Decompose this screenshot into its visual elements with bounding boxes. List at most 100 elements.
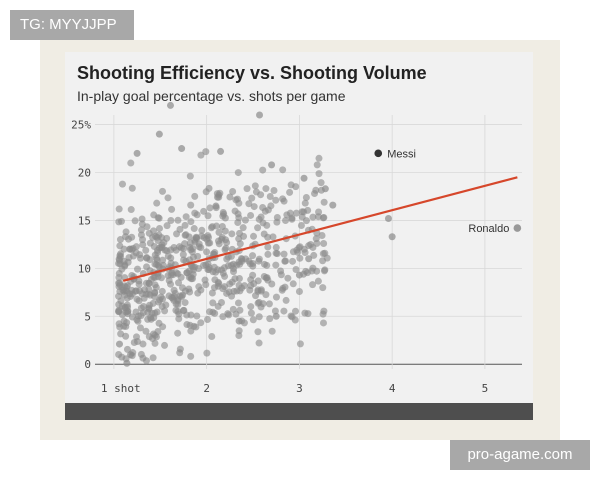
data-point [208, 223, 216, 231]
data-point [263, 221, 271, 229]
data-point [249, 262, 257, 270]
data-point [241, 216, 249, 224]
data-point [254, 224, 262, 232]
data-point [126, 245, 134, 253]
data-point [195, 264, 203, 272]
data-point [161, 341, 169, 349]
data-point [175, 279, 183, 287]
data-point [212, 268, 220, 276]
data-point [314, 277, 322, 285]
data-point [277, 271, 285, 279]
data-point [317, 179, 325, 187]
data-point [214, 237, 222, 245]
data-point [123, 359, 131, 367]
data-point [279, 195, 287, 203]
data-point [183, 321, 191, 329]
data-point [263, 261, 271, 269]
data-point [235, 317, 243, 325]
data-point [204, 239, 212, 247]
data-point [296, 254, 304, 262]
data-point [149, 354, 157, 362]
data-point [234, 299, 242, 307]
data-point [139, 241, 147, 249]
data-point [323, 254, 331, 262]
data-point [214, 282, 222, 290]
data-point [315, 154, 323, 162]
data-point [217, 147, 225, 155]
data-point [150, 227, 158, 235]
data-point [167, 280, 175, 288]
data-point [255, 298, 263, 306]
data-point [305, 255, 313, 263]
data-point [255, 255, 263, 263]
trend-line-group [122, 176, 518, 282]
data-point [233, 195, 241, 203]
data-point [204, 212, 212, 220]
data-point [176, 349, 184, 357]
data-point [243, 185, 251, 193]
data-point [309, 264, 317, 272]
data-point [231, 207, 239, 215]
data-point [205, 264, 213, 272]
data-point [297, 222, 305, 230]
data-point [304, 310, 312, 318]
y-tick-label: 10 [78, 262, 91, 275]
data-point [175, 315, 183, 323]
data-point [208, 289, 216, 297]
data-point [288, 215, 296, 223]
data-point [159, 187, 167, 195]
data-point [142, 246, 150, 254]
data-point [228, 278, 236, 286]
data-point [116, 236, 124, 244]
data-point [118, 265, 126, 273]
data-point [127, 351, 135, 359]
data-point [133, 149, 141, 157]
data-point [280, 307, 288, 315]
x-tick-label: 1 shot [101, 382, 141, 395]
data-point [309, 213, 317, 221]
data-point [182, 213, 190, 221]
x-tick-label: 2 [203, 382, 210, 395]
data-point [127, 206, 135, 214]
data-point [167, 259, 175, 267]
data-point [122, 322, 130, 330]
data-point [262, 185, 270, 193]
data-point [268, 327, 276, 335]
data-point [187, 201, 195, 209]
data-point [289, 248, 297, 256]
data-point [251, 182, 259, 190]
watermark-bottom: pro-agame.com [450, 440, 590, 470]
data-point [272, 261, 280, 269]
data-point [301, 199, 309, 207]
data-point [213, 193, 221, 201]
data-point [128, 184, 136, 192]
data-point [215, 228, 223, 236]
data-point [187, 246, 195, 254]
y-tick-label: 5 [84, 310, 91, 323]
data-point [300, 245, 308, 253]
data-point [159, 295, 167, 303]
data-point [235, 331, 243, 339]
data-point [272, 249, 280, 257]
data-point [292, 307, 300, 315]
highlight-label-ronaldo: Ronaldo [468, 223, 509, 235]
data-point [255, 313, 263, 321]
data-point [280, 250, 288, 258]
data-point [252, 188, 260, 196]
data-point [136, 324, 144, 332]
data-point [263, 274, 271, 282]
data-point [129, 252, 137, 260]
data-point [254, 287, 262, 295]
data-point [255, 339, 263, 347]
trend-line [122, 176, 518, 282]
data-point [295, 271, 303, 279]
data-point [247, 282, 255, 290]
data-point [162, 301, 170, 309]
watermark-top: TG: MYYJJPP [10, 10, 134, 40]
data-point [273, 213, 281, 221]
data-point [223, 239, 231, 247]
data-point [260, 230, 268, 238]
data-point [219, 313, 227, 321]
data-point [174, 307, 182, 315]
data-point [310, 251, 318, 259]
